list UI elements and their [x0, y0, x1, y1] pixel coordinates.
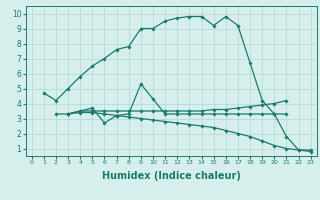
X-axis label: Humidex (Indice chaleur): Humidex (Indice chaleur) [102, 171, 241, 181]
